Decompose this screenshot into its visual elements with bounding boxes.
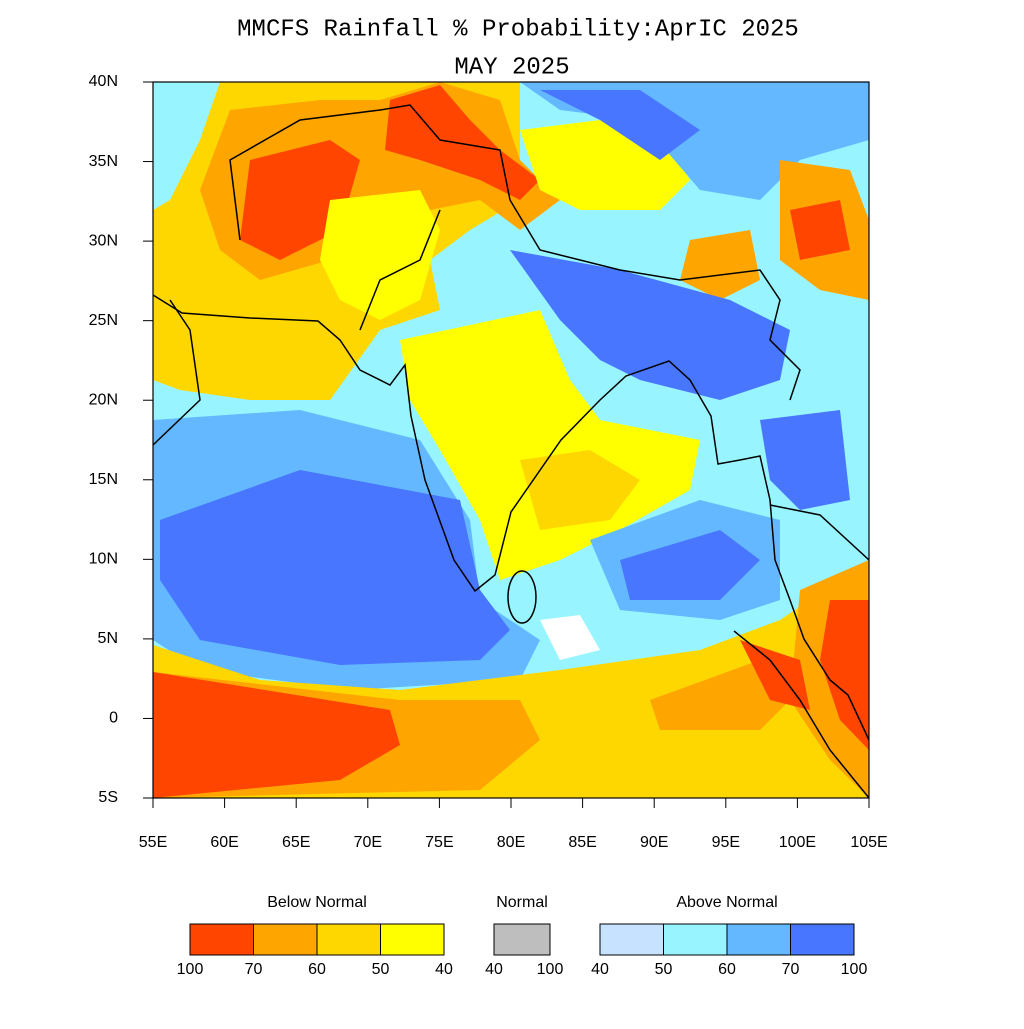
lat-label: 40N <box>89 73 118 90</box>
legend-swatch <box>253 923 318 956</box>
legend-group-title: Below Normal <box>267 894 367 911</box>
probability-field <box>153 82 869 798</box>
lon-label: 80E <box>497 834 525 851</box>
lon-label: 95E <box>712 834 740 851</box>
legend-swatch <box>189 923 254 956</box>
lon-label: 60E <box>210 834 238 851</box>
legend-swatch <box>726 923 791 956</box>
lat-label: 20N <box>89 391 118 408</box>
legend-group-title: Above Normal <box>676 894 777 911</box>
legend-label: 60 <box>718 961 736 978</box>
legend-swatch <box>316 923 381 956</box>
lon-label: 55E <box>139 834 167 851</box>
lat-label: 0 <box>109 710 118 727</box>
lat-label: 5S <box>98 789 118 806</box>
legend-label: 70 <box>782 961 800 978</box>
lon-label: 75E <box>425 834 453 851</box>
lon-label: 85E <box>568 834 596 851</box>
legend-label: 100 <box>841 961 868 978</box>
legend-label: 60 <box>308 961 326 978</box>
lon-label: 65E <box>282 834 310 851</box>
legend-swatch <box>493 923 551 956</box>
lon-label: 70E <box>354 834 382 851</box>
legend-swatch <box>790 923 855 956</box>
lat-label: 15N <box>89 471 118 488</box>
legend-label: 40 <box>485 961 503 978</box>
legend-label: 40 <box>591 961 609 978</box>
lat-label: 5N <box>98 630 118 647</box>
lat-label: 25N <box>89 312 118 329</box>
legend-label: 70 <box>245 961 263 978</box>
legend-group-title: Normal <box>496 894 548 911</box>
legend-label: 100 <box>177 961 204 978</box>
subtitle: MAY 2025 <box>454 54 569 81</box>
legend-label: 50 <box>372 961 390 978</box>
title: MMCFS Rainfall % Probability:AprIC 2025 <box>237 16 799 43</box>
legend-label: 50 <box>655 961 673 978</box>
lon-label: 100E <box>779 834 816 851</box>
legend-label: 100 <box>537 961 564 978</box>
lon-label: 105E <box>850 834 887 851</box>
lon-label: 90E <box>640 834 668 851</box>
legend-label: 40 <box>435 961 453 978</box>
legend-swatch <box>663 923 728 956</box>
lat-label: 10N <box>89 551 118 568</box>
lat-label: 30N <box>89 232 118 249</box>
lat-label: 35N <box>89 153 118 170</box>
legend-swatch <box>380 923 445 956</box>
legend-swatch <box>599 923 664 956</box>
